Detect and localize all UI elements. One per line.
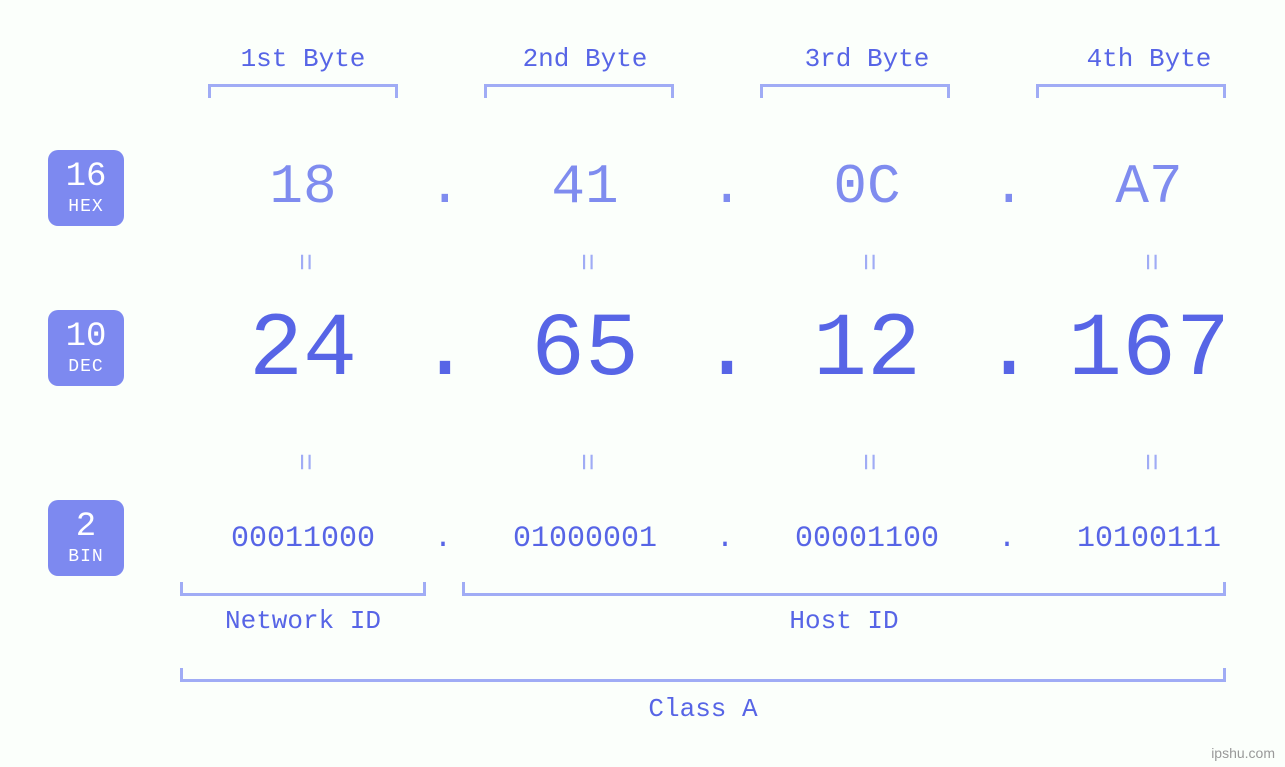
base-badge-dec: 10 DEC — [48, 310, 124, 386]
sep-bin-2: . — [716, 522, 734, 556]
bin-val-3: 00001100 — [742, 522, 992, 556]
sep-dec-1: . — [418, 300, 472, 402]
bin-val-2: 01000001 — [460, 522, 710, 556]
ip-address-diagram: 16 HEX 10 DEC 2 BIN 1st Byte 18 = 24 = 0… — [0, 0, 1285, 767]
class-label: Class A — [180, 694, 1226, 724]
bracket-network-id — [180, 582, 426, 596]
bracket-top-4 — [1036, 84, 1226, 98]
base-abbr-hex: HEX — [68, 198, 103, 216]
base-abbr-dec: DEC — [68, 358, 103, 376]
bracket-top-1 — [208, 84, 398, 98]
bracket-host-id — [462, 582, 1226, 596]
byte-header-4: 4th Byte — [1024, 44, 1274, 74]
byte-col-3: 3rd Byte 0C = 12 = 00001100 — [742, 0, 992, 767]
byte-col-2: 2nd Byte 41 = 65 = 01000001 — [460, 0, 710, 767]
byte-col-1: 1st Byte 18 = 24 = 00011000 — [178, 0, 428, 767]
byte-header-3: 3rd Byte — [742, 44, 992, 74]
sep-bin-1: . — [434, 522, 452, 556]
byte-header-2: 2nd Byte — [460, 44, 710, 74]
sep-hex-2: . — [710, 155, 744, 219]
base-num-bin: 2 — [76, 510, 96, 544]
bracket-top-3 — [760, 84, 950, 98]
base-badge-hex: 16 HEX — [48, 150, 124, 226]
bin-val-1: 00011000 — [178, 522, 428, 556]
sep-hex-3: . — [992, 155, 1026, 219]
byte-col-4: 4th Byte A7 = 167 = 10100111 — [1024, 0, 1274, 767]
bin-val-4: 10100111 — [1024, 522, 1274, 556]
sep-bin-3: . — [998, 522, 1016, 556]
base-abbr-bin: BIN — [68, 548, 103, 566]
base-num-hex: 16 — [66, 160, 107, 194]
byte-header-1: 1st Byte — [178, 44, 428, 74]
sep-dec-3: . — [982, 300, 1036, 402]
sep-dec-2: . — [700, 300, 754, 402]
base-badge-bin: 2 BIN — [48, 500, 124, 576]
bracket-class — [180, 668, 1226, 682]
watermark: ipshu.com — [1211, 745, 1275, 761]
sep-hex-1: . — [428, 155, 462, 219]
network-id-label: Network ID — [180, 606, 426, 636]
host-id-label: Host ID — [462, 606, 1226, 636]
base-num-dec: 10 — [66, 320, 107, 354]
bracket-top-2 — [484, 84, 674, 98]
